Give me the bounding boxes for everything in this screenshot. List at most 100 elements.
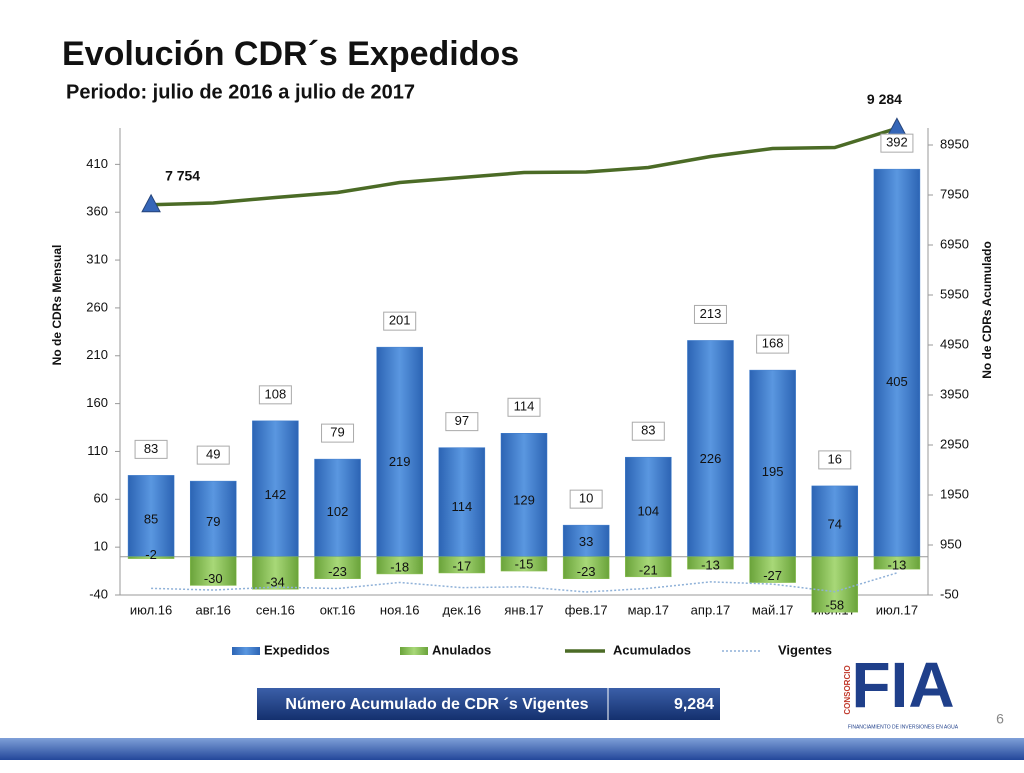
bar <box>687 556 734 570</box>
y-tick-label: 210 <box>86 347 108 362</box>
legend-label: Expedidos <box>264 642 330 657</box>
data-label: 97 <box>455 413 469 428</box>
x-tick-label: окт.16 <box>320 602 356 617</box>
x-tick-label: июл.16 <box>130 602 172 617</box>
bar <box>376 346 423 557</box>
title: Evolución CDR´s Expedidos <box>62 35 519 73</box>
y-tick-label: 410 <box>86 156 108 171</box>
data-label: -13 <box>701 558 720 573</box>
bar <box>438 447 486 557</box>
label-box <box>880 133 914 153</box>
legend-label: Acumulados <box>613 642 691 657</box>
bar <box>873 168 921 557</box>
data-label: 49 <box>206 447 220 462</box>
y2-tick-label: 6950 <box>940 236 969 251</box>
data-label: 226 <box>700 451 722 466</box>
label-box <box>818 450 852 470</box>
bar <box>438 556 486 574</box>
y2-tick-label: -50 <box>940 586 959 601</box>
x-tick-label: июл.17 <box>876 602 918 617</box>
x-tick-label: апр.17 <box>691 602 731 617</box>
label-box <box>383 311 417 331</box>
bar <box>500 556 548 572</box>
logo-tagline: FINANCIAMIENTO DE INVERSIONES EN AGUA <box>848 724 959 730</box>
x-tick-label: фев.17 <box>565 602 608 617</box>
legend-label: Vigentes <box>778 642 832 657</box>
page-number: 6 <box>996 711 1004 727</box>
data-label: 10 <box>579 491 593 506</box>
bar <box>314 458 361 557</box>
summary-box <box>257 688 720 720</box>
bar <box>127 556 175 559</box>
legend-swatch <box>232 647 260 655</box>
data-label: -13 <box>888 558 907 573</box>
data-label: 392 <box>886 135 908 150</box>
y2-axis-title: No de CDRs Acumulado <box>980 241 994 379</box>
x-tick-label: мар.17 <box>628 602 669 617</box>
x-tick-label: дек.16 <box>443 602 482 617</box>
marker <box>141 193 161 213</box>
label-box <box>134 439 168 459</box>
bar <box>811 485 859 557</box>
y2-tick-label: 1950 <box>940 486 969 501</box>
bar <box>252 420 299 557</box>
data-label: -15 <box>515 557 534 572</box>
data-label: -34 <box>266 575 285 590</box>
bar <box>749 369 796 557</box>
x-tick-label: янв.17 <box>504 602 543 617</box>
bar <box>811 556 859 613</box>
bar <box>376 556 423 575</box>
y2-tick-label: 7950 <box>940 186 969 201</box>
label-box <box>507 397 541 417</box>
y-tick-label: 160 <box>86 395 108 410</box>
data-label: -30 <box>204 571 223 586</box>
point-label: 9 284 <box>867 91 902 107</box>
bar <box>252 556 299 590</box>
x-tick-label: сен.16 <box>256 602 295 617</box>
data-label: 79 <box>206 514 220 529</box>
point-label: 7 754 <box>165 168 200 184</box>
y-tick-label: 310 <box>86 251 108 266</box>
bar <box>189 556 237 586</box>
y-tick-label: 60 <box>94 491 108 506</box>
data-label: 129 <box>513 493 535 508</box>
data-label: 74 <box>828 516 842 531</box>
legend-label: Anulados <box>432 642 491 657</box>
y2-tick-label: 4950 <box>940 336 969 351</box>
data-label: 195 <box>762 464 784 479</box>
data-label: 16 <box>828 451 842 466</box>
data-label: 83 <box>641 423 655 438</box>
logo-side: CONSORCIO <box>843 665 852 714</box>
y-tick-label: 10 <box>94 539 108 554</box>
label-box <box>756 334 790 354</box>
line <box>151 126 898 207</box>
label-box <box>569 489 603 509</box>
bar <box>873 556 921 570</box>
data-label: -58 <box>825 598 844 613</box>
dotted-line <box>151 572 898 593</box>
data-label: -21 <box>639 562 658 577</box>
label-box <box>258 385 292 405</box>
y-axis-title: No de CDRs Mensual <box>50 245 64 366</box>
summary-value: 9,284 <box>674 696 714 713</box>
data-label: 102 <box>327 504 349 519</box>
data-label: -23 <box>328 564 347 579</box>
label-box <box>321 423 355 443</box>
y-tick-label: -40 <box>89 586 108 601</box>
data-label: -27 <box>763 568 782 583</box>
bar <box>687 340 734 557</box>
label-box <box>196 445 230 465</box>
data-label: 405 <box>886 374 908 389</box>
data-label: 79 <box>330 425 344 440</box>
bar <box>314 556 361 579</box>
data-label: 108 <box>265 386 287 401</box>
summary-label: Número Acumulado de CDR ´s Vigentes <box>285 696 588 713</box>
x-tick-label: ноя.16 <box>380 602 420 617</box>
y2-tick-label: 950 <box>940 536 962 551</box>
data-label: 219 <box>389 454 411 469</box>
y-tick-label: 360 <box>86 204 108 219</box>
label-box <box>693 304 727 324</box>
plot: -40 10 60 110 160 210 260 310 360 410 -50 950 1950 29… <box>86 91 969 657</box>
data-label: 201 <box>389 313 411 328</box>
